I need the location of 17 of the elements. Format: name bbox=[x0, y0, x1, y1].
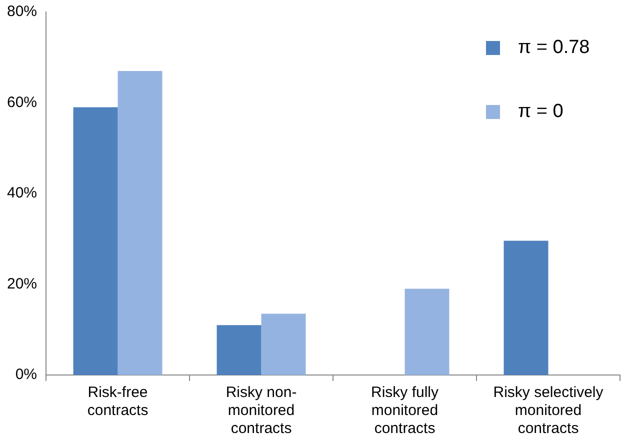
bar bbox=[404, 288, 450, 375]
x-tick-label: Risky selectively monitored contracts bbox=[493, 384, 604, 438]
y-tick-label: 20% bbox=[6, 275, 38, 292]
legend-label: π = 0 bbox=[518, 101, 564, 123]
x-tick-label: Risky non- monitored contracts bbox=[226, 384, 297, 438]
y-tick-label: 40% bbox=[6, 184, 38, 202]
bar bbox=[118, 70, 162, 375]
bar bbox=[261, 314, 306, 375]
bar bbox=[216, 325, 262, 375]
y-tick-label: 80% bbox=[6, 3, 38, 20]
x-tick-label: Risky fully monitored contracts bbox=[371, 384, 440, 438]
bar bbox=[504, 240, 548, 375]
y-tick-label: 60% bbox=[6, 94, 38, 111]
y-tick-label: 0% bbox=[15, 366, 38, 384]
x-tick-label: Risk-free contracts bbox=[87, 384, 148, 420]
legend-label: π = 0.78 bbox=[518, 37, 590, 59]
bar bbox=[73, 107, 118, 375]
